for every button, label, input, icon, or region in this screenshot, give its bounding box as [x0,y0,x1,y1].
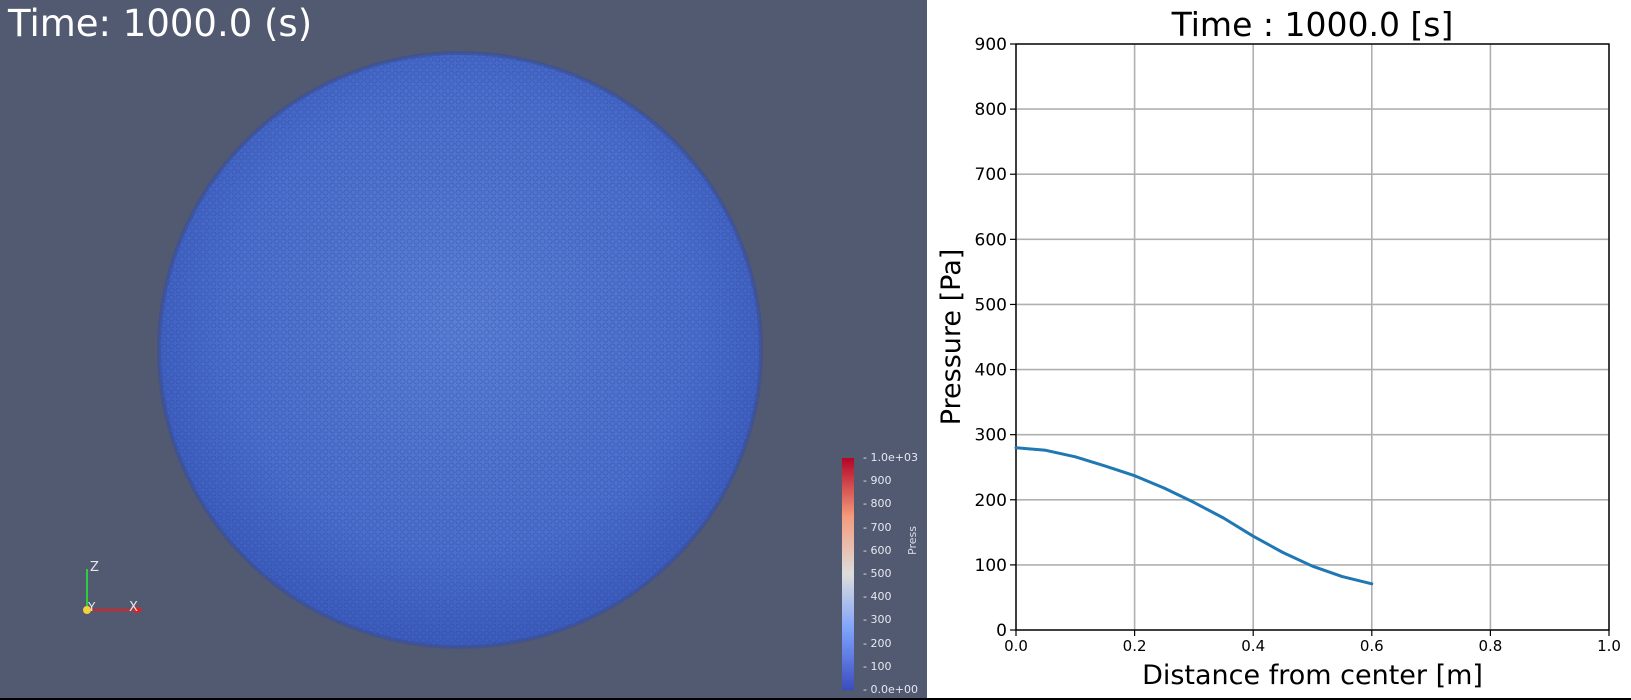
chart-title: Time : 1000.0 [s] [1171,5,1454,44]
colorbar-label: - 800 [863,497,892,511]
series-line-pressure [1014,446,1374,586]
viewer-time-label: Time: 1000.0 (s) [8,2,313,45]
pressure-plot-panel: 0.0 0.2 0.4 0.6 0.8 1.0 0 100 200 300 400 500 600 700… [927,0,1631,698]
y-tick-label: 400 [975,361,1007,381]
chart-text: 0.0 0.2 0.4 0.6 0.8 1.0 0 100 200 300 400 500 600 700… [936,5,1621,691]
y-tick-label: 300 [975,426,1007,446]
chart-series [1014,446,1374,586]
grid [1015,43,1610,631]
particle-sphere [157,51,763,649]
colorbar-label: - 500 [863,567,892,580]
x-tick-label: 0.0 [1004,637,1028,655]
colorbar-gradient [842,458,854,690]
x-axis-label: X [129,600,138,615]
colorbar-title: Press [906,526,919,555]
y-axis-dot [83,606,91,614]
x-tick-label: 0.4 [1241,637,1265,655]
colorbar-label: - 0.0e+00 [863,683,918,696]
x-axis-arrow [135,606,143,614]
y-tick-label: 0 [996,621,1007,641]
y-axis-label: Y [87,600,96,614]
colorbar-label: - 600 [863,543,892,557]
y-tick-label: 100 [975,556,1007,576]
x-axis-title: Distance from center [m] [1142,660,1483,691]
chart-axes [1010,43,1610,636]
colorbar [842,458,854,690]
y-axis-title: Pressure [Pa] [936,249,967,426]
viewport-canvas[interactable]: Z Y X [0,0,927,698]
y-tick-label: 900 [975,35,1007,55]
z-axis-label: Z [90,560,99,575]
colorbar-label: - 700 [863,520,892,534]
x-tick-label: 0.6 [1360,637,1384,655]
y-tick-label: 700 [975,165,1007,185]
3d-viewport[interactable]: Z Y X Time: 1000.0 (s) Press - 1.0e+03 - … [0,0,927,698]
colorbar-label: - 100 [863,659,892,673]
pressure-chart: 0.0 0.2 0.4 0.6 0.8 1.0 0 100 200 300 400 500 600 700… [936,5,1621,691]
bottom-strip [0,698,1631,700]
colorbar-label: - 200 [863,636,892,650]
colorbar-label: - 300 [863,613,892,627]
x-tick-label: 0.2 [1123,637,1147,655]
colorbar-label: - 1.0e+03 [863,451,918,464]
y-tick-label: 800 [975,100,1007,120]
plot-frame [1015,43,1610,631]
axes-triad: Z Y X [83,560,143,615]
y-tick-label: 600 [975,230,1007,250]
colorbar-label: - 400 [863,590,892,604]
x-tick-label: 1.0 [1597,637,1621,655]
y-tick-label: 200 [975,491,1007,511]
x-tick-label: 0.8 [1478,637,1502,655]
y-tick-label: 500 [975,295,1007,315]
colorbar-label: - 900 [863,474,892,488]
